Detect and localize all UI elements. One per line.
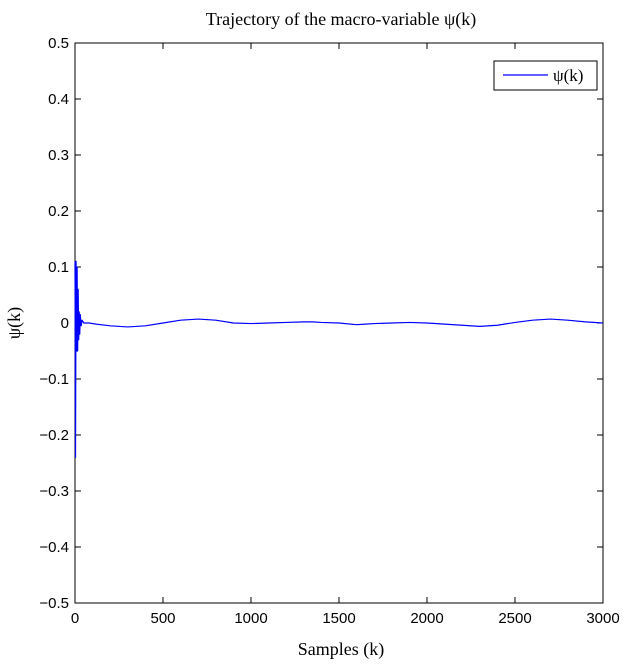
x-tick-label: 500 [150, 610, 175, 627]
y-tick-label: 0 [61, 315, 69, 332]
y-tick-label: −0.4 [39, 539, 69, 556]
y-tick-label: 0.4 [48, 91, 69, 108]
series-layer [74, 260, 604, 458]
y-tick-label: −0.5 [39, 595, 69, 612]
chart-title: Trajectory of the macro-variable ψ(k) [206, 9, 477, 30]
y-tick-label: 0.5 [48, 35, 69, 52]
x-tick-label: 1500 [322, 610, 355, 627]
x-tick-label: 1000 [234, 610, 267, 627]
y-tick-label: −0.3 [39, 483, 69, 500]
legend: ψ(k) [493, 60, 598, 91]
y-tick-label: 0.1 [48, 259, 69, 276]
x-tick-label: 3000 [586, 610, 619, 627]
x-axis-label: Samples (k) [298, 639, 384, 660]
y-tick-label: 0.3 [48, 147, 69, 164]
x-axis-ticks: 0 500 1000 1500 2000 2500 3000 [71, 43, 620, 627]
y-axis-label: ψ(k) [4, 307, 25, 339]
y-tick-label: −0.1 [39, 371, 69, 388]
x-tick-label: 2000 [410, 610, 443, 627]
x-tick-label: 2500 [498, 610, 531, 627]
y-tick-label: 0.2 [48, 203, 69, 220]
x-tick-label: 0 [71, 610, 79, 627]
legend-label: ψ(k) [553, 66, 583, 85]
series-line [74, 260, 604, 458]
y-tick-label: −0.2 [39, 427, 69, 444]
